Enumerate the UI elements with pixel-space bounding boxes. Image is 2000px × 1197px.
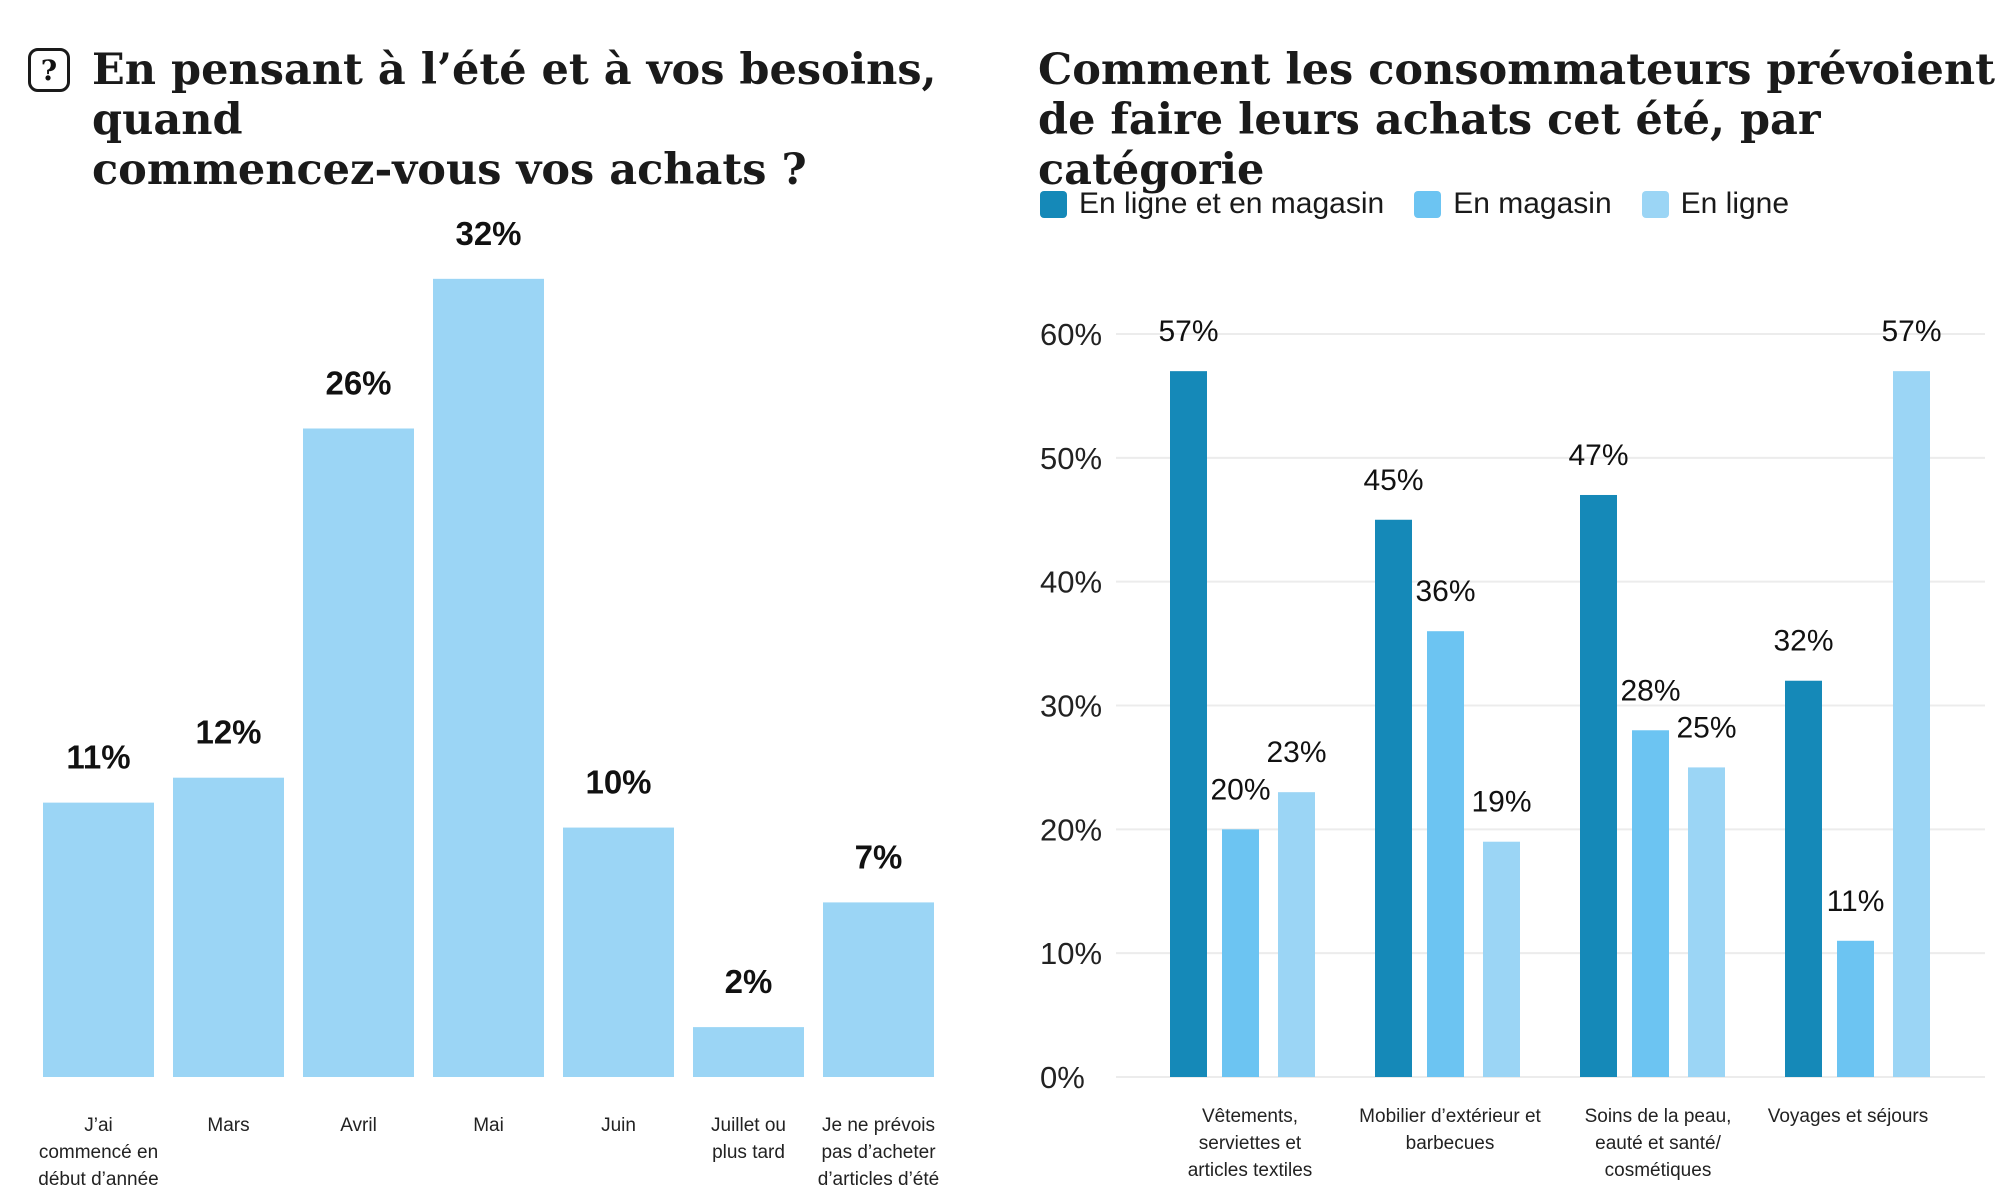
bar-left-2 bbox=[303, 428, 414, 1077]
value-label-right-g0-s2: 23% bbox=[1266, 736, 1326, 769]
left-bar-chart: 11% J’ai commencé en début d’année 12% Mars 26… bbox=[38, 215, 939, 1190]
x-label-left-3: Mai bbox=[473, 1115, 504, 1136]
legend-item-online-and-store: En ligne et en magasin bbox=[1040, 187, 1384, 221]
x-label-left-2: Avril bbox=[340, 1115, 377, 1136]
bar-right-g1-s0 bbox=[1375, 519, 1412, 1077]
value-label-right-g1-s2: 19% bbox=[1471, 786, 1531, 819]
value-label-right-g1-s0: 45% bbox=[1363, 464, 1423, 497]
y-tick-3: 30% bbox=[1040, 689, 1102, 724]
bar-left-1 bbox=[173, 777, 284, 1077]
value-label-left-3: 32% bbox=[455, 215, 521, 252]
y-tick-5: 50% bbox=[1040, 441, 1102, 476]
value-label-left-0: 11% bbox=[66, 739, 130, 776]
value-label-left-6: 7% bbox=[855, 838, 903, 875]
value-label-left-5: 2% bbox=[725, 963, 773, 1000]
legend-label-in-store: En magasin bbox=[1453, 187, 1612, 220]
bar-right-g2-s0 bbox=[1580, 494, 1617, 1077]
value-label-right-g0-s1: 20% bbox=[1210, 773, 1270, 806]
bar-right-g1-s2 bbox=[1483, 841, 1520, 1077]
value-label-right-g2-s1: 28% bbox=[1620, 674, 1680, 707]
x-label-right-0: Vêtements, serviettes et articles textiles bbox=[1188, 1106, 1313, 1181]
x-label-right-3: Voyages et séjours bbox=[1768, 1106, 1929, 1127]
y-tick-0: 0% bbox=[1040, 1060, 1085, 1095]
bar-left-4 bbox=[563, 827, 674, 1077]
legend-item-in-store: En magasin bbox=[1414, 187, 1612, 221]
y-tick-4: 40% bbox=[1040, 565, 1102, 600]
value-label-right-g2-s2: 25% bbox=[1676, 711, 1736, 744]
x-label-right-1: Mobilier d’extérieur et barbecues bbox=[1359, 1106, 1541, 1154]
legend-swatch-in-store bbox=[1414, 190, 1442, 218]
x-label-left-1: Mars bbox=[207, 1115, 249, 1136]
bar-right-g2-s2 bbox=[1688, 767, 1725, 1077]
legend-swatch-online-and-store bbox=[1040, 190, 1067, 218]
bar-right-g3-s1 bbox=[1837, 940, 1874, 1077]
bar-right-g3-s0 bbox=[1785, 680, 1822, 1077]
value-label-right-g3-s2: 57% bbox=[1881, 315, 1941, 348]
right-chart-title: Comment les consommateurs prévoient de f… bbox=[1038, 45, 1995, 195]
value-label-right-g2-s0: 47% bbox=[1568, 439, 1628, 472]
chart-legend: En ligne et en magasin En magasin En lig… bbox=[1040, 187, 1819, 221]
legend-label-online: En ligne bbox=[1680, 187, 1790, 220]
left-chart-panel: ? En pensant à l’été et à vos besoins, q… bbox=[28, 45, 939, 1190]
y-tick-2: 20% bbox=[1040, 812, 1102, 847]
legend-swatch-online bbox=[1641, 190, 1669, 218]
bar-right-g3-s2 bbox=[1893, 371, 1930, 1077]
x-label-right-2: Soins de la peau, eauté et santé/cosmétiq… bbox=[1585, 1106, 1732, 1181]
bar-right-g0-s1 bbox=[1222, 829, 1259, 1077]
bar-left-5 bbox=[693, 1027, 804, 1077]
x-label-left-0: J’ai commencé en début d’année bbox=[38, 1115, 158, 1190]
question-mark-icon: ? bbox=[28, 48, 70, 92]
value-label-right-g3-s1: 11% bbox=[1827, 885, 1885, 918]
bar-right-g1-s1 bbox=[1427, 631, 1464, 1077]
bar-right-g2-s1 bbox=[1632, 730, 1669, 1077]
value-label-right-g0-s0: 57% bbox=[1158, 315, 1218, 348]
x-label-left-6: Je ne prévois pas d’acheter d’articles d’é… bbox=[818, 1115, 939, 1190]
right-chart-panel: Comment les consommateurs prévoient de f… bbox=[1010, 0, 2000, 1197]
legend-item-online: En ligne bbox=[1641, 187, 1790, 221]
left-chart-title: En pensant à l’été et à vos besoins, qua… bbox=[92, 45, 937, 195]
bar-left-3 bbox=[433, 278, 544, 1077]
value-label-left-4: 10% bbox=[585, 764, 651, 801]
bar-right-g0-s2 bbox=[1278, 792, 1315, 1077]
value-label-left-2: 26% bbox=[325, 364, 391, 401]
x-label-left-5: Juillet ou plus tard bbox=[711, 1115, 786, 1163]
value-label-right-g3-s0: 32% bbox=[1773, 625, 1833, 658]
value-label-right-g1-s1: 36% bbox=[1415, 575, 1475, 608]
bar-left-6 bbox=[823, 902, 934, 1077]
y-tick-6: 60% bbox=[1040, 317, 1102, 352]
bar-left-0 bbox=[43, 802, 154, 1077]
y-tick-1: 10% bbox=[1040, 936, 1102, 971]
x-label-left-4: Juin bbox=[601, 1115, 636, 1136]
right-grouped-bar-chart: 0% 10% 20% 30% 40% 50% 60% 57% 20% 23% Vêtements, s… bbox=[1040, 315, 1985, 1181]
value-label-left-1: 12% bbox=[195, 714, 261, 751]
bar-right-g0-s0 bbox=[1170, 371, 1207, 1077]
legend-label-online-and-store: En ligne et en magasin bbox=[1079, 187, 1385, 220]
